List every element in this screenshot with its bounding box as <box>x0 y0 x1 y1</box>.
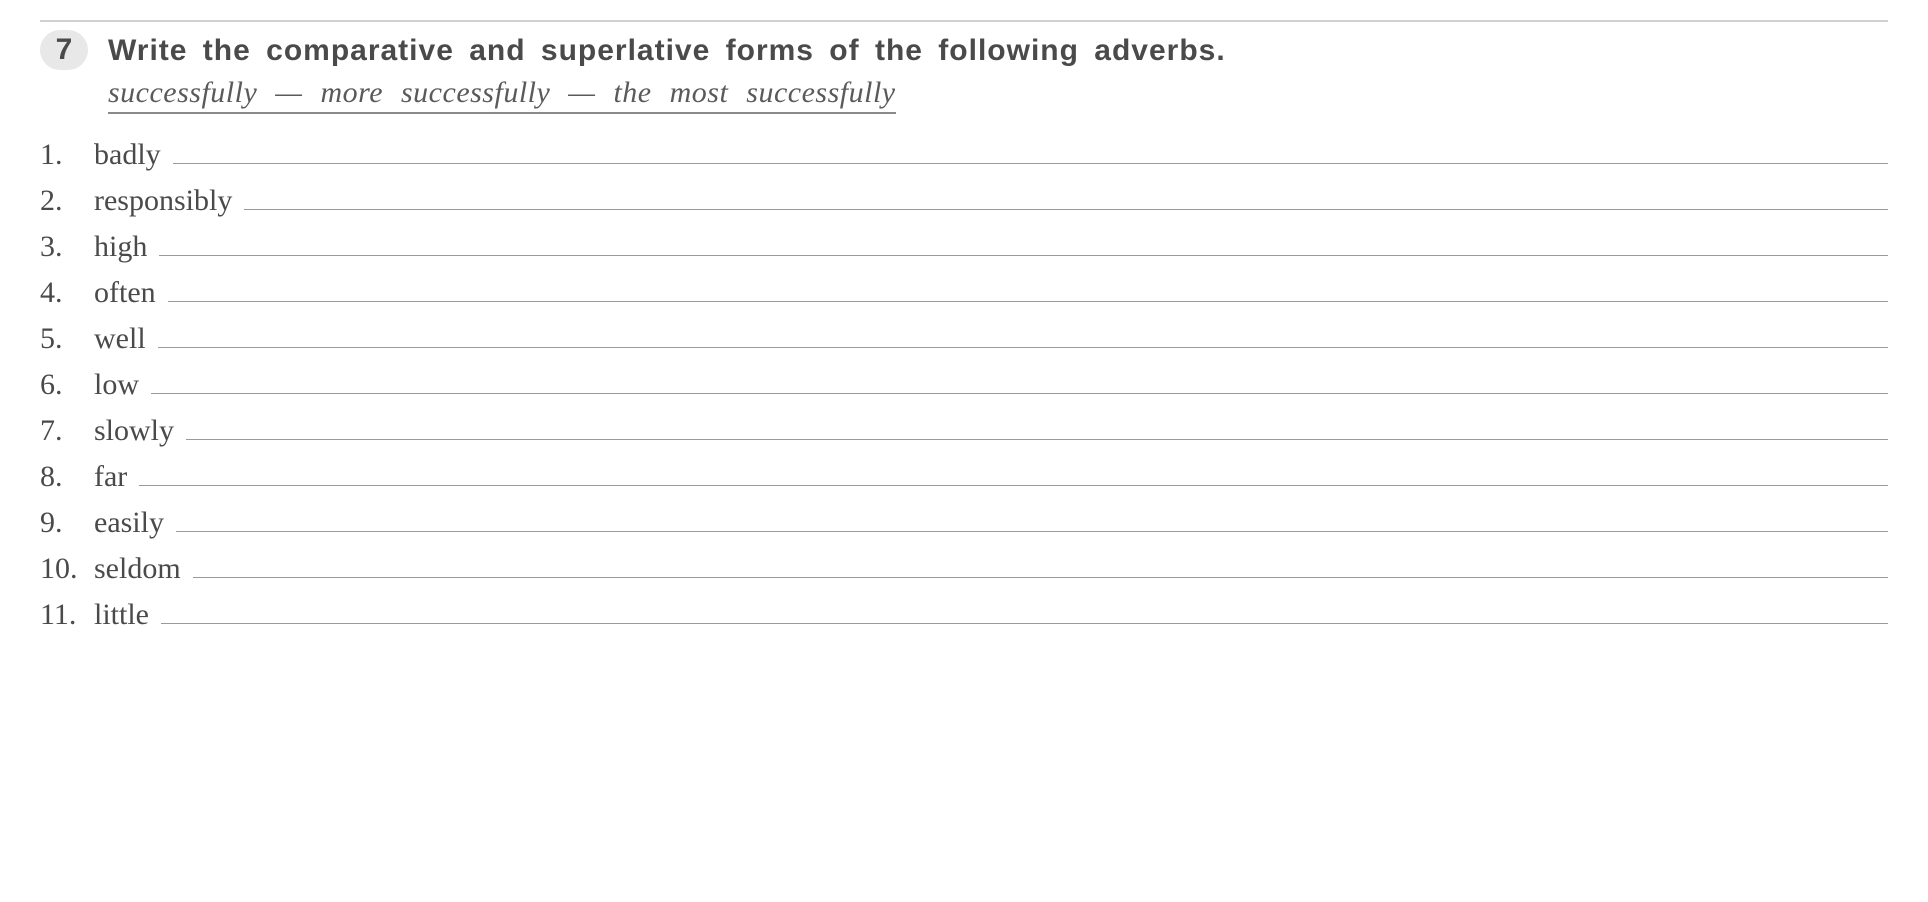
item-word: badly <box>94 138 173 172</box>
exercise-number-badge: 7 <box>40 30 88 70</box>
item-number: 6. <box>40 368 94 402</box>
item-word: often <box>94 276 168 310</box>
list-item: 5. well <box>40 322 1888 356</box>
exercise-instruction: Write the comparative and superlative fo… <box>108 30 1226 72</box>
item-word: little <box>94 598 161 632</box>
list-item: 7. slowly <box>40 414 1888 448</box>
item-word: far <box>94 460 139 494</box>
answer-line[interactable] <box>176 531 1888 532</box>
list-item: 9. easily <box>40 506 1888 540</box>
top-divider <box>40 20 1888 22</box>
item-number: 2. <box>40 184 94 218</box>
item-number: 4. <box>40 276 94 310</box>
answer-line[interactable] <box>151 393 1888 394</box>
list-item: 3. high <box>40 230 1888 264</box>
item-number: 10. <box>40 552 94 586</box>
list-item: 10. seldom <box>40 552 1888 586</box>
item-word: well <box>94 322 158 356</box>
answer-line[interactable] <box>186 439 1888 440</box>
example-text: successfully — more successfully — the m… <box>108 76 896 114</box>
header-row: 7 Write the comparative and superlative … <box>40 30 1888 72</box>
item-word: easily <box>94 506 176 540</box>
item-word: low <box>94 368 151 402</box>
exercise-number: 7 <box>56 33 73 67</box>
item-word: high <box>94 230 159 264</box>
item-number: 7. <box>40 414 94 448</box>
item-word: responsibly <box>94 184 244 218</box>
answer-line[interactable] <box>168 301 1888 302</box>
list-item: 1. badly <box>40 138 1888 172</box>
item-number: 8. <box>40 460 94 494</box>
answer-line[interactable] <box>161 623 1888 624</box>
list-item: 4. often <box>40 276 1888 310</box>
list-item: 11. little <box>40 598 1888 632</box>
list-item: 2. responsibly <box>40 184 1888 218</box>
answer-line[interactable] <box>173 163 1888 164</box>
item-number: 11. <box>40 598 94 632</box>
example-row: successfully — more successfully — the m… <box>108 76 1888 114</box>
item-number: 3. <box>40 230 94 264</box>
item-number: 5. <box>40 322 94 356</box>
item-word: seldom <box>94 552 193 586</box>
items-list: 1. badly 2. responsibly 3. high 4. often… <box>40 138 1888 632</box>
item-word: slowly <box>94 414 186 448</box>
answer-line[interactable] <box>158 347 1888 348</box>
list-item: 8. far <box>40 460 1888 494</box>
answer-line[interactable] <box>159 255 1888 256</box>
item-number: 9. <box>40 506 94 540</box>
answer-line[interactable] <box>139 485 1888 486</box>
list-item: 6. low <box>40 368 1888 402</box>
item-number: 1. <box>40 138 94 172</box>
answer-line[interactable] <box>193 577 1888 578</box>
answer-line[interactable] <box>244 209 1888 210</box>
